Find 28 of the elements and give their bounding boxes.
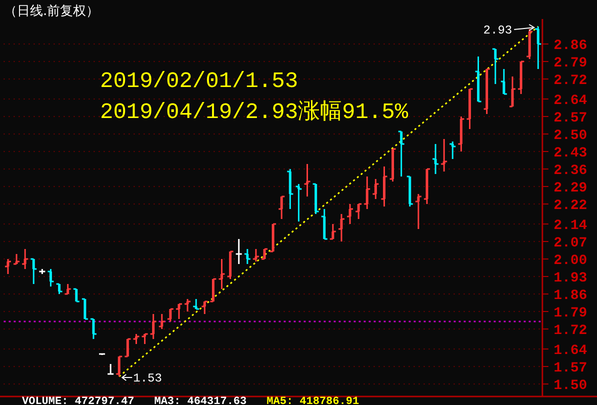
y-tick-label: 1.79 bbox=[554, 306, 588, 322]
y-tick-label: 2.14 bbox=[554, 218, 588, 234]
y-tick-label: 1.57 bbox=[554, 360, 588, 376]
y-tick-label: 1.86 bbox=[554, 288, 588, 304]
annotation: 1.53 bbox=[133, 372, 162, 386]
y-tick-label: 2.72 bbox=[554, 73, 588, 89]
y-tick-label: 2.57 bbox=[554, 110, 588, 126]
annotation: MA5: 418786.91 bbox=[266, 396, 360, 405]
y-tick-label: 2.64 bbox=[554, 93, 588, 109]
y-tick-label: 2.07 bbox=[554, 236, 588, 252]
y-tick-label: 1.72 bbox=[554, 323, 588, 339]
y-tick-label: 2.86 bbox=[554, 38, 588, 54]
y-tick-label: 1.64 bbox=[554, 343, 588, 359]
y-tick-label: 2.29 bbox=[554, 180, 588, 196]
y-tick-label: 1.50 bbox=[554, 378, 588, 394]
annotation: VOLUME: 472797.47 bbox=[22, 396, 134, 405]
y-tick-label: 2.43 bbox=[554, 146, 588, 162]
annotation: 2019/04/19/2.93涨幅91.5% bbox=[100, 100, 409, 125]
y-tick-label: 2.36 bbox=[554, 163, 588, 179]
y-tick-label: 2.22 bbox=[554, 198, 588, 214]
y-tick-label: 2.79 bbox=[554, 56, 588, 72]
y-tick-label: 1.93 bbox=[554, 270, 588, 286]
chart-title: （日线.前复权） bbox=[4, 4, 100, 19]
annotation: MA3: 464317.63 bbox=[154, 396, 248, 405]
annotation: 2019/02/01/1.53 bbox=[100, 69, 298, 94]
y-tick-label: 2.00 bbox=[554, 253, 588, 269]
annotation: 2.93 bbox=[483, 24, 512, 38]
y-tick-label: 2.50 bbox=[554, 128, 588, 144]
